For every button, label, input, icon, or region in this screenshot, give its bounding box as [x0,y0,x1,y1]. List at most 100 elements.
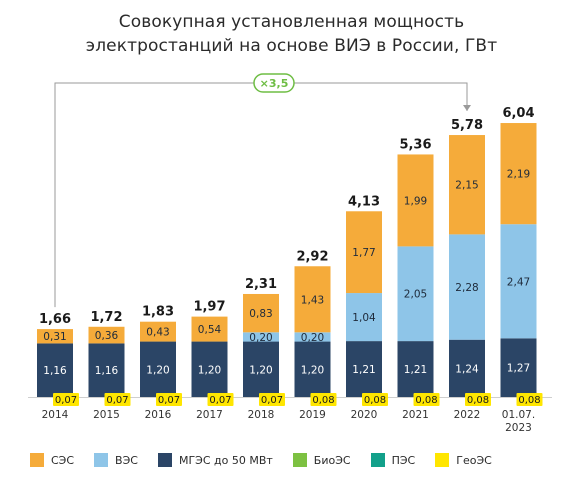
segment-label: 1,16 [95,365,119,377]
total-label: 1,83 [142,305,174,320]
legend-swatch [30,453,44,467]
segment-label: 1,20 [146,364,169,376]
legend-item: МГЭС до 50 МВт [157,453,273,467]
geo-label: 0,07 [158,395,180,406]
segment-label: 2,15 [455,180,478,192]
bar-segment [191,341,228,397]
category-label: 2016 [145,409,172,421]
geo-segment [516,393,543,406]
segment-label: 0,43 [146,327,169,339]
geo-label: 0,08 [518,395,540,406]
legend-swatch [435,453,450,467]
segment-label: 1,16 [43,365,67,377]
legend-swatch [292,453,307,467]
segment-label: 1,04 [352,312,376,324]
total-label: 4,13 [348,194,380,209]
segment-label: 0,36 [95,330,119,342]
category-label: 2014 [42,409,69,421]
total-label: 6,04 [502,106,534,121]
total-label: 1,66 [39,312,71,327]
bar-segment [346,211,382,294]
legend-item: ГеоЭС [435,453,492,467]
legend-item: ПЭС [370,453,416,467]
legend-swatch [94,453,109,467]
bar-segment [500,338,537,397]
segment-label: 1,24 [455,363,479,375]
bar-segment [397,246,434,342]
growth-arrow-head [463,105,471,112]
category-label: 2018 [248,409,275,421]
total-label: 2,92 [296,249,328,264]
bar-segment [500,224,537,339]
bar-segment [140,321,176,342]
growth-multiplier: ×3,5 [260,77,289,90]
geo-label: 0,07 [55,395,77,406]
category-label: 2023 [505,422,532,434]
segment-label: 1,77 [352,247,375,259]
legend-swatch [370,453,385,467]
geo-label: 0,07 [209,395,231,406]
segment-label: 0,54 [198,324,222,336]
bar-segment [449,234,485,340]
segment-label: 1,20 [301,364,324,376]
segment-label: 2,47 [507,276,530,288]
geo-segment [362,393,388,406]
bar-segment [449,135,485,235]
segment-label: 2,19 [507,169,530,181]
total-label: 5,36 [399,137,431,152]
bar-segment [243,332,279,342]
legend-item: БиоЭС [292,453,351,467]
bar-segment [346,341,382,397]
geo-label: 0,08 [364,395,386,406]
chart-title: Совокупная установленная мощность электр… [0,10,583,58]
legend-label: ПЭС [391,453,416,467]
geo-segment [413,393,440,406]
segment-label: 0,20 [301,332,324,344]
segment-label: 1,20 [198,364,221,376]
segment-label: 1,43 [301,294,324,306]
category-label: 2022 [454,409,481,421]
bar-segment [397,154,434,247]
bar-segment [88,326,125,344]
geo-segment [104,393,131,406]
category-label: 2015 [93,409,120,421]
bar-segment [346,293,382,342]
segment-label: 0,31 [43,331,66,343]
geo-segment [207,393,234,406]
category-label: 01.07. [502,409,535,421]
total-label: 2,31 [245,277,277,292]
growth-badge [253,73,295,93]
legend-label: ГеоЭС [456,453,492,467]
bar-segment [243,293,279,333]
segment-label: 0,20 [249,332,272,344]
geo-label: 0,07 [106,395,128,406]
legend-swatch [157,453,172,467]
bar-segment [294,266,331,333]
geo-label: 0,08 [415,395,437,406]
legend-label: БиоЭС [313,453,351,467]
category-label: 2019 [299,409,326,421]
chart-title-line-1: Совокупная установленная мощность [118,12,465,32]
total-label: 1,72 [90,310,122,325]
bar-segment [500,123,537,225]
segment-label: 2,28 [455,282,478,294]
bar-segment [191,316,228,342]
segment-label: 1,21 [352,364,375,376]
bar-segment [37,343,73,397]
category-label: 2021 [402,409,429,421]
geo-label: 0,08 [312,395,334,406]
legend-label: ВЭС [115,453,138,467]
geo-segment [310,393,337,406]
bar-segment [88,343,125,397]
category-label: 2017 [196,409,223,421]
bar-segment [294,332,331,342]
geo-segment [156,393,182,406]
segment-label: 1,20 [249,364,272,376]
bar-segment [449,339,485,397]
segment-label: 2,05 [404,289,427,301]
bar-segment [294,341,331,397]
bar-segment [37,329,73,344]
total-label: 5,78 [451,118,483,133]
